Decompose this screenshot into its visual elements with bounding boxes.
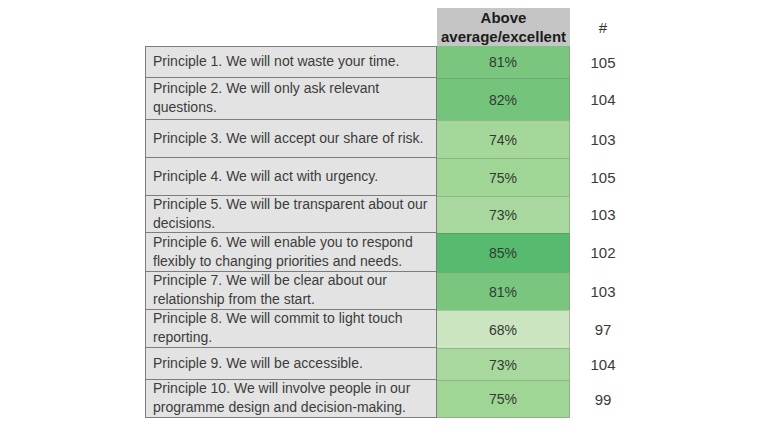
table-header-row: Above average/excellent # (145, 8, 636, 46)
principles-results-table: Above average/excellent # Principle 1. W… (145, 8, 636, 418)
percent-cell: 82% (437, 78, 570, 120)
table-row-principle-3: Principle 3. We will accept our share of… (145, 120, 636, 158)
percent-cell: 75% (437, 158, 570, 196)
principle-label: Principle 1. We will not waste your time… (145, 46, 437, 78)
respondent-count: 103 (570, 120, 636, 158)
percent-cell: 68% (437, 310, 570, 348)
principle-label: Principle 8. We will commit to light tou… (145, 310, 437, 348)
percent-cell: 74% (437, 120, 570, 158)
principle-label: Principle 7. We will be clear about our … (145, 272, 437, 310)
percent-cell: 85% (437, 233, 570, 272)
principle-label: Principle 5. We will be transparent abou… (145, 196, 437, 233)
table-row-principle-7: Principle 7. We will be clear about our … (145, 272, 636, 310)
table-row-principle-8: Principle 8. We will commit to light tou… (145, 310, 636, 348)
respondent-count: 97 (570, 310, 636, 348)
header-spacer (145, 8, 437, 46)
respondent-count: 102 (570, 233, 636, 272)
table-row-principle-4: Principle 4. We will act with urgency. 7… (145, 158, 636, 196)
percent-cell: 75% (437, 380, 570, 418)
table-row-principle-5: Principle 5. We will be transparent abou… (145, 196, 636, 233)
percent-cell: 73% (437, 196, 570, 233)
table-row-principle-2: Principle 2. We will only ask relevant q… (145, 78, 636, 120)
principle-label: Principle 2. We will only ask relevant q… (145, 78, 437, 120)
table-row-principle-9: Principle 9. We will be accessible. 73% … (145, 348, 636, 380)
respondent-count: 99 (570, 380, 636, 418)
table-row-principle-1: Principle 1. We will not waste your time… (145, 46, 636, 78)
principle-label: Principle 10. We will involve people in … (145, 380, 437, 418)
percent-cell: 73% (437, 348, 570, 380)
respondent-count: 105 (570, 158, 636, 196)
respondent-count: 104 (570, 78, 636, 120)
respondent-count: 104 (570, 348, 636, 380)
percent-cell: 81% (437, 46, 570, 78)
principle-label: Principle 4. We will act with urgency. (145, 158, 437, 196)
respondent-count: 105 (570, 46, 636, 78)
respondent-count: 103 (570, 196, 636, 233)
table-row-principle-10: Principle 10. We will involve people in … (145, 380, 636, 418)
column-header-count: # (570, 8, 636, 46)
respondent-count: 103 (570, 272, 636, 310)
table-row-principle-6: Principle 6. We will enable you to respo… (145, 233, 636, 272)
column-header-above-average: Above average/excellent (437, 8, 570, 46)
page: Above average/excellent # Principle 1. W… (0, 0, 768, 432)
percent-cell: 81% (437, 272, 570, 310)
principle-label: Principle 3. We will accept our share of… (145, 120, 437, 158)
principle-label: Principle 9. We will be accessible. (145, 348, 437, 380)
principle-label: Principle 6. We will enable you to respo… (145, 233, 437, 272)
